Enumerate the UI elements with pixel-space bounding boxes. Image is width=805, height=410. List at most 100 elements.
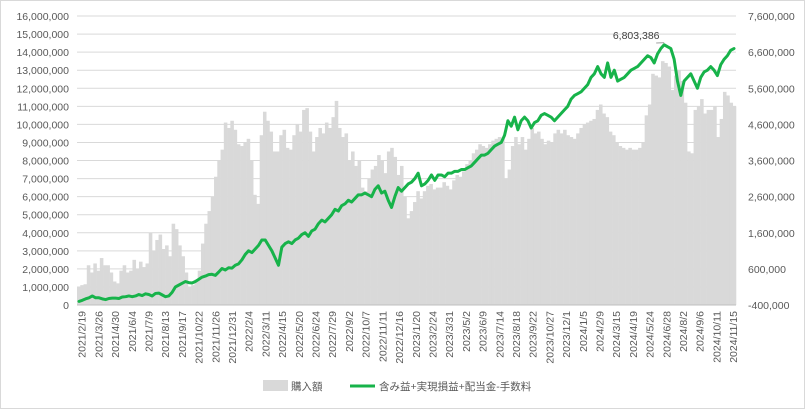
bar — [583, 124, 587, 305]
bar — [726, 95, 730, 305]
annotation-label: 6,803,386 — [613, 30, 660, 42]
y-right-tick-label: 4,600,000 — [748, 119, 795, 131]
bar — [511, 146, 515, 305]
bar — [126, 272, 130, 305]
x-tick-label: 2022/5/20 — [294, 311, 306, 358]
bar — [599, 105, 603, 305]
bar — [729, 103, 733, 305]
bar — [468, 161, 472, 306]
bar — [703, 114, 707, 305]
bar — [508, 170, 512, 305]
bar — [214, 177, 218, 305]
bar — [687, 151, 691, 305]
bar — [269, 132, 273, 305]
bar — [462, 171, 466, 305]
bar — [289, 150, 293, 305]
y-left-tick-label: 0 — [63, 300, 69, 312]
bar — [713, 106, 717, 305]
bar — [596, 110, 600, 305]
y-right-tick-label: -400,000 — [748, 300, 790, 312]
bar — [547, 141, 551, 305]
legend-label-bar: 購入額 — [291, 380, 323, 393]
bar — [90, 272, 94, 305]
x-tick-label: 2023/12/1 — [561, 311, 573, 358]
y-left-tick-label: 5,000,000 — [22, 210, 69, 222]
bar — [557, 130, 561, 305]
legend-swatch-bar — [263, 380, 288, 391]
bar — [247, 139, 251, 305]
bar — [286, 148, 290, 305]
bar — [609, 132, 613, 305]
bar — [348, 161, 352, 306]
x-tick-label: 2022/3/11 — [260, 311, 272, 357]
bar — [146, 263, 150, 305]
bar — [393, 157, 397, 305]
bar — [534, 133, 538, 305]
y-right-tick-label: 3,600,000 — [748, 156, 795, 168]
bar — [720, 119, 724, 305]
bar — [309, 132, 313, 305]
bar — [260, 135, 264, 305]
x-tick-label: 2023/7/14 — [494, 311, 506, 358]
x-tick-label: 2022/12/16 — [394, 311, 406, 364]
bar — [530, 128, 534, 305]
x-tick-label: 2021/8/13 — [160, 311, 172, 358]
bar — [615, 142, 619, 305]
bar — [628, 148, 632, 305]
bar — [589, 121, 593, 305]
bar — [318, 128, 322, 305]
bar — [540, 139, 544, 305]
bar — [677, 70, 681, 305]
bar — [625, 150, 629, 305]
bar — [315, 137, 319, 305]
bar — [452, 180, 456, 305]
bar — [684, 103, 688, 305]
x-tick-label: 2023/10/27 — [544, 311, 556, 364]
x-tick-label: 2024/5/24 — [645, 311, 657, 358]
bar — [139, 262, 143, 305]
bar — [237, 144, 241, 305]
bar — [485, 148, 489, 305]
bar — [416, 191, 420, 305]
y-left-tick-label: 12,000,000 — [16, 83, 69, 95]
bar — [465, 164, 469, 305]
bar — [302, 110, 306, 305]
bar — [132, 260, 136, 305]
bar — [537, 132, 541, 305]
bar — [671, 90, 675, 305]
bar — [276, 151, 280, 305]
bar — [207, 211, 211, 305]
x-tick-label: 2021/7/9 — [143, 311, 155, 352]
bar — [142, 267, 146, 305]
bar — [243, 142, 247, 305]
bar — [566, 135, 570, 305]
y-right-tick-label: 6,600,000 — [748, 47, 795, 59]
bar — [517, 144, 521, 305]
bar — [667, 67, 671, 305]
x-tick-label: 2021/2/19 — [77, 311, 89, 358]
y-left-tick-label: 3,000,000 — [22, 246, 69, 258]
bar — [716, 137, 720, 305]
bar — [403, 197, 407, 305]
bar — [292, 135, 296, 305]
x-tick-label: 2024/2/9 — [595, 311, 607, 352]
x-tick-label: 2024/10/11 — [711, 311, 723, 363]
bar — [201, 244, 205, 305]
x-tick-label: 2022/11/11 — [377, 311, 389, 362]
bar — [240, 146, 244, 305]
bar — [504, 179, 508, 305]
x-tick-label: 2023/6/9 — [478, 311, 490, 352]
bar — [84, 284, 88, 305]
bar — [563, 130, 567, 305]
bar — [387, 151, 391, 305]
bar — [227, 128, 231, 305]
x-tick-label: 2023/2/24 — [427, 311, 439, 358]
bar — [178, 245, 182, 305]
bar — [116, 283, 120, 305]
bar — [273, 151, 277, 305]
y-left-tick-label: 15,000,000 — [16, 29, 69, 41]
y-left-tick-label: 2,000,000 — [22, 264, 69, 276]
x-tick-label: 2023/9/22 — [528, 311, 540, 358]
left-axis-tick-labels: 01,000,0002,000,0003,000,0004,000,0005,0… — [16, 11, 69, 312]
bar — [606, 117, 610, 305]
